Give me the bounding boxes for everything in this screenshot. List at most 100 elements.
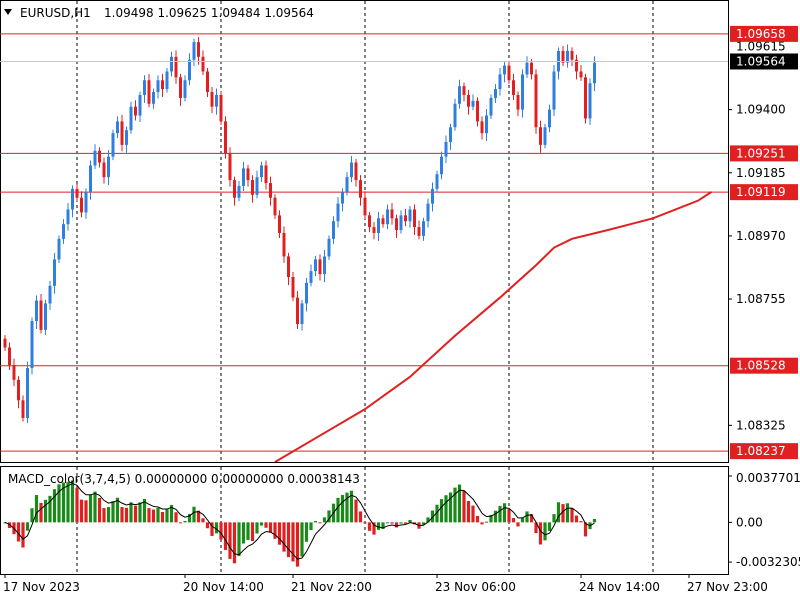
macd-bar — [286, 522, 291, 558]
candle-body — [422, 221, 425, 236]
macd-bar — [462, 490, 466, 523]
candle-body — [332, 221, 335, 239]
macd-bar — [340, 494, 345, 523]
macd-bar — [66, 482, 70, 523]
candle-body — [246, 168, 250, 181]
candle-body — [336, 203, 340, 222]
macd-bar — [232, 522, 237, 564]
macd-bar — [52, 489, 57, 523]
candle-body — [341, 191, 344, 204]
candle-body — [233, 180, 236, 198]
triangle-down-icon[interactable] — [4, 9, 12, 15]
candle-body — [413, 209, 416, 228]
macd-bar — [318, 522, 322, 524]
candle-body — [291, 277, 295, 298]
price-axis[interactable]: 1.09400 1.09185 1.08970 1.08755 1.08325 1.096… — [0, 25, 798, 460]
macd-bar — [309, 522, 313, 531]
macd-bar — [547, 522, 552, 531]
main-panel-border — [0, 0, 729, 463]
candlesticks — [3, 37, 596, 423]
candle-body — [282, 232, 286, 257]
macd-bar — [574, 515, 579, 523]
candle-body — [192, 42, 196, 60]
macd-bar — [421, 522, 426, 525]
candle-body — [188, 59, 191, 81]
candle-body — [138, 94, 142, 116]
candle-body — [210, 92, 214, 107]
price-levels[interactable] — [0, 33, 728, 452]
candle-body — [431, 188, 434, 204]
macd-bar — [102, 508, 106, 523]
macd-bar — [151, 509, 156, 523]
macd-signal — [4, 483, 595, 560]
macd-bar — [430, 510, 435, 523]
time-tick-label: 27 Nov 23:00 — [687, 580, 768, 594]
time-axis[interactable]: 17 Nov 2023 20 Nov 14:00 21 Nov 22:00 23 No… — [3, 574, 768, 594]
macd-bar — [525, 511, 529, 523]
candle-body — [476, 100, 479, 122]
moving-average — [274, 191, 713, 462]
candle-body — [260, 165, 263, 178]
candle-body — [134, 106, 137, 116]
level-tag — [730, 184, 798, 201]
macd-bar — [138, 502, 142, 523]
level-label: 1.09658 — [736, 27, 786, 41]
macd-bar — [147, 508, 151, 523]
candle-body — [111, 133, 115, 157]
candle-body — [264, 165, 268, 184]
macd-bar — [480, 522, 484, 525]
macd-bar — [489, 515, 493, 523]
level-label: 1.09251 — [736, 146, 786, 160]
macd-bar — [579, 521, 583, 523]
macd-bar — [79, 499, 84, 523]
candle-body — [521, 74, 524, 110]
macd-bar — [183, 521, 187, 523]
candle-body — [318, 259, 322, 275]
macd-bar — [583, 522, 588, 537]
macd-bar — [372, 522, 376, 535]
candle-body — [363, 197, 367, 216]
candle-body — [377, 218, 380, 233]
macd-bar — [556, 502, 561, 523]
macd-bar — [565, 503, 570, 523]
candle-body — [84, 191, 88, 213]
macd-bar — [381, 522, 385, 529]
candle-body — [107, 156, 110, 178]
macd-bar — [498, 505, 502, 523]
macd-bar — [25, 522, 30, 531]
macd-bar — [399, 522, 403, 524]
candle-body — [39, 300, 43, 330]
macd-bar — [250, 522, 255, 542]
candle-body — [296, 297, 299, 324]
macd-bar — [502, 503, 507, 523]
candle-body — [8, 347, 11, 366]
price-tick-label: 1.09400 — [736, 103, 786, 117]
candle-body — [426, 203, 430, 222]
candle-body — [372, 227, 376, 233]
macd-bar — [354, 499, 358, 523]
candle-body — [80, 197, 83, 213]
macd-bar — [444, 495, 448, 523]
candle-body — [462, 86, 466, 95]
level-label: 1.08237 — [736, 444, 786, 458]
candle-body — [390, 209, 394, 219]
macd-bar — [322, 517, 327, 523]
candle-body — [174, 56, 178, 78]
candle-body — [345, 177, 349, 192]
candle-body — [534, 74, 538, 128]
macd-panel-border — [0, 466, 729, 575]
candle-body — [143, 80, 146, 95]
macd-bar — [192, 506, 196, 523]
current-price-tag — [730, 53, 798, 70]
candle-body — [498, 74, 502, 90]
macd-bar — [115, 497, 120, 523]
macd-bar — [43, 499, 48, 523]
candle-body — [530, 62, 533, 75]
price-tick-label: 1.09185 — [736, 166, 786, 180]
candle-body — [53, 259, 56, 286]
macd-bar — [106, 507, 111, 523]
candle-body — [386, 209, 389, 225]
macd-bar — [507, 509, 511, 523]
ohlc-readout: 1.09498 1.09625 1.09484 1.09564 — [104, 6, 314, 20]
